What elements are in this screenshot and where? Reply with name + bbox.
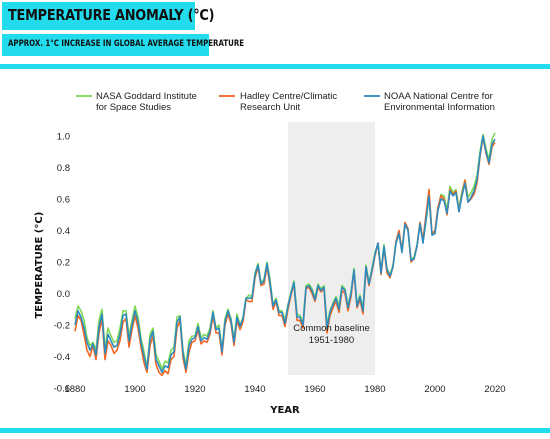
legend-label-nasa-line1: NASA Goddard Institute: [96, 91, 197, 102]
legend-label-hadley-line2: Research Unit: [240, 102, 301, 113]
bottom-divider: [0, 428, 550, 433]
series-lines: [74, 132, 496, 377]
y-tick-label: 0.6: [57, 195, 70, 206]
chart-subtitle: APPROX. 1°C INCREASE IN GLOBAL AVERAGE T…: [8, 39, 245, 49]
subtitle-banner: APPROX. 1°C INCREASE IN GLOBAL AVERAGE T…: [2, 34, 244, 56]
y-tick-label: -0.2: [54, 321, 70, 332]
legend-label-noaa-line1: NOAA National Centre for: [384, 91, 493, 102]
legend-label-hadley-line1: Hadley Centre/Climatic: [240, 91, 337, 102]
y-tick-label: -0.6: [54, 384, 70, 395]
y-tick-label: 1.0: [57, 132, 70, 143]
y-axis-title: TEMPERATURE (°C): [34, 212, 45, 319]
y-tick-label: 0.2: [57, 258, 70, 269]
chart-legend: NASA Goddard Institute for Space Studies…: [76, 91, 495, 113]
axis-ticks: 1880 1900 1920 1940 1960 1980 2000 2020 1.0 0.8 0.…: [54, 132, 506, 396]
x-tick-label: 2020: [484, 384, 505, 395]
x-axis-title: YEAR: [269, 405, 300, 416]
y-tick-label: 0.8: [57, 163, 70, 174]
top-divider: [0, 64, 550, 69]
x-tick-label: 1980: [364, 384, 385, 395]
baseline-annotation-line2: 1951-1980: [309, 335, 354, 346]
chart-title: TEMPERATURE ANOMALY (°C): [8, 6, 215, 24]
x-tick-label: 2000: [424, 384, 445, 395]
baseline-band: [288, 122, 375, 375]
series-line-noaa: [74, 135, 496, 374]
y-tick-label: 0.0: [57, 289, 70, 300]
x-tick-label: 1900: [124, 384, 145, 395]
legend-label-noaa-line2: Environmental Information: [384, 102, 495, 113]
series-line-hadley: [74, 136, 496, 377]
x-tick-label: 1940: [244, 384, 265, 395]
y-tick-label: -0.4: [54, 352, 70, 363]
series-line-nasa: [74, 132, 496, 370]
title-banner: TEMPERATURE ANOMALY (°C): [2, 2, 215, 30]
y-tick-label: 0.4: [57, 226, 70, 237]
baseline-annotation-line1: Common baseline: [293, 323, 370, 334]
legend-label-nasa-line2: for Space Studies: [96, 102, 171, 113]
x-tick-label: 1920: [184, 384, 205, 395]
x-tick-label: 1880: [64, 384, 85, 395]
x-tick-label: 1960: [304, 384, 325, 395]
